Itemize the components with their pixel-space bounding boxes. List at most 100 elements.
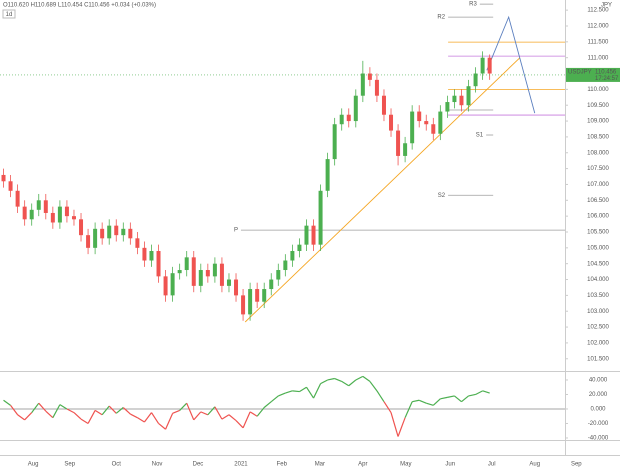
x-tick-label: Aug <box>28 462 39 468</box>
oscillator-segment <box>150 412 160 424</box>
oscillator-segment <box>432 398 441 406</box>
oscillator-segment <box>130 413 138 419</box>
candle-body <box>15 190 20 207</box>
oscillator-segment <box>341 380 350 387</box>
candle-body <box>212 263 217 277</box>
candle-body <box>381 95 386 115</box>
candle-body <box>473 73 478 87</box>
candle-body <box>22 206 27 220</box>
ohlc-header: O110.620 H110.689 L110.454 C110.456 +0.0… <box>3 3 156 9</box>
oscillator-segment <box>461 395 469 403</box>
oscillator-segment <box>312 383 322 399</box>
oscillator-segment <box>468 393 476 397</box>
oscillator-segment <box>348 379 357 387</box>
oscillator-segment <box>45 410 54 419</box>
oscillator-segment <box>3 399 11 406</box>
pivot-label: P <box>234 228 238 234</box>
candle-body <box>1 174 6 182</box>
oscillator-segment <box>101 405 110 416</box>
oscillator-segment <box>482 390 490 394</box>
candle-body <box>29 209 34 220</box>
candle-body <box>262 289 267 302</box>
y-tick-label: 111.500 <box>588 39 609 45</box>
symbol-label: USDJPY <box>568 69 592 75</box>
candle-body <box>8 181 13 191</box>
countdown: 17:24:57 <box>595 76 619 82</box>
y-tick-label: 105.000 <box>587 245 609 251</box>
x-tick-label: Mar <box>315 462 325 468</box>
x-tick-label: Nov <box>152 462 163 468</box>
oscillator-segment <box>193 411 202 421</box>
x-tick-label: Feb <box>277 462 288 468</box>
candle-body <box>311 225 316 245</box>
oscillator-segment <box>355 375 364 381</box>
last-price-label: 110.456 <box>595 69 617 75</box>
candle-body <box>297 244 302 252</box>
pivot-label: R2 <box>437 15 445 21</box>
candle-body <box>339 114 344 125</box>
y-tick-label: 112.000 <box>587 24 609 30</box>
candle-body <box>57 206 62 223</box>
candle-body <box>403 143 408 156</box>
candle-body <box>332 124 337 160</box>
candle-body <box>149 251 154 261</box>
candle-body <box>389 114 394 131</box>
candle-body <box>36 200 41 210</box>
oscillator-segment <box>52 404 61 418</box>
oscillator-segment <box>207 406 216 416</box>
candle-body <box>452 95 457 103</box>
y-tick-label: 110.000 <box>587 87 609 93</box>
candle-body <box>424 121 429 125</box>
oscillator-segment <box>235 420 244 429</box>
oscillator-segment <box>186 402 195 421</box>
candle-body <box>50 212 55 223</box>
oscillator-segment <box>59 404 68 410</box>
pivot-label: S2 <box>438 193 446 199</box>
candle-body <box>255 289 260 302</box>
candle-body <box>290 251 295 261</box>
candle-body <box>100 228 105 239</box>
oscillator-segment <box>454 395 462 403</box>
oscillator-segment <box>31 402 40 413</box>
candle-body <box>241 295 246 315</box>
oscillator-segment <box>426 402 434 406</box>
y-tick-label: 20.000 <box>589 392 608 398</box>
oscillator-segment <box>38 402 47 412</box>
x-tick-label: Apr <box>358 462 367 468</box>
y-tick-label: 40.000 <box>589 378 608 384</box>
candle-body <box>445 102 450 112</box>
x-tick-label: Jul <box>488 462 496 468</box>
candle-body <box>135 238 140 248</box>
candle-body <box>163 276 168 296</box>
y-tick-label: 109.500 <box>587 103 609 109</box>
oscillator-segment <box>249 411 258 417</box>
x-tick-label: Aug <box>529 462 540 468</box>
pivot-label: S1 <box>476 133 484 139</box>
oscillator-segment <box>475 390 483 396</box>
oscillator-segment <box>447 395 455 398</box>
oscillator-segment <box>285 390 293 394</box>
oscillator-segment <box>390 412 399 437</box>
oscillator-segment <box>263 401 272 408</box>
candle-body <box>156 251 161 277</box>
oscillator-segment <box>80 418 89 424</box>
candle-body <box>367 73 372 80</box>
oscillator-segment <box>214 406 223 420</box>
candle-body <box>417 111 422 122</box>
y-tick-label: -40.000 <box>588 436 609 442</box>
candle-body <box>86 235 91 248</box>
oscillator-segment <box>440 396 448 400</box>
interval: 1d <box>6 12 13 18</box>
candle-body <box>480 57 485 74</box>
candle-body <box>248 289 253 315</box>
oscillator-segment <box>242 411 251 429</box>
oscillator-segment <box>200 411 209 416</box>
candle-body <box>459 95 464 106</box>
candle-body <box>438 111 443 134</box>
oscillator-segment <box>158 423 166 430</box>
candle-body <box>353 95 358 122</box>
y-tick-label: 111.000 <box>588 55 609 61</box>
x-tick-label: 2021 <box>234 462 248 468</box>
candle-body <box>396 130 401 156</box>
